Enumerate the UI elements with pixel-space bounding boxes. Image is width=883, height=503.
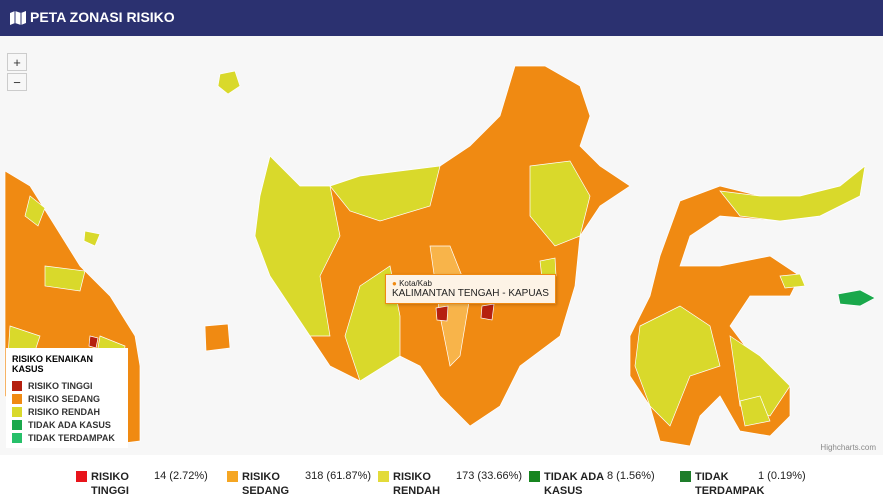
island xyxy=(217,70,241,95)
legend-title: RISIKO KENAIKAN KASUS xyxy=(12,354,94,374)
legend-label: RISIKO RENDAH xyxy=(28,406,101,417)
legend-swatch xyxy=(12,406,22,417)
zoom-out[interactable]: − xyxy=(7,73,27,91)
tooltip-value: KALIMANTAN TENGAH - KAPUAS xyxy=(392,288,549,299)
summary-swatch xyxy=(529,471,540,482)
region xyxy=(24,195,101,247)
header-title: PETA ZONASI RISIKO xyxy=(30,9,175,25)
map-icon xyxy=(10,11,26,25)
zoom-in[interactable]: + xyxy=(7,53,27,71)
summary-swatch xyxy=(227,471,238,482)
legend-label: TIDAK ADA KASUS xyxy=(28,419,111,430)
region xyxy=(539,257,557,279)
legend-swatch xyxy=(12,380,22,391)
summary-label: RISIKO SEDANG xyxy=(242,471,290,497)
region xyxy=(88,335,99,349)
region xyxy=(634,305,791,427)
summary: RISIKO TINGGI 14 (2.72%) RISIKO SEDANG 318 … xyxy=(0,455,883,503)
tooltip: ● Kota/Kab KALIMANTAN TENGAH - KAPUAS xyxy=(385,274,556,304)
summary-label: RISIKO TINGGI xyxy=(91,471,129,497)
summary-swatch xyxy=(378,471,389,482)
summary-count: 8 (1.56%) xyxy=(607,470,655,482)
header: PETA ZONASI RISIKO xyxy=(0,0,883,36)
legend-label: TIDAK TERDAMPAK xyxy=(28,432,115,443)
legend-item[interactable]: RISIKO SEDANG xyxy=(12,392,122,405)
legend-label: RISIKO TINGGI xyxy=(28,380,93,391)
island xyxy=(739,273,806,427)
legend-item[interactable]: RISIKO TINGGI xyxy=(12,379,122,392)
region xyxy=(254,155,341,337)
tooltip-label: Kota/Kab xyxy=(399,279,432,288)
region xyxy=(529,160,591,247)
summary-count: 318 (61.87%) xyxy=(305,470,372,482)
summary-label: TIDAK ADA KASUS xyxy=(544,471,604,497)
region xyxy=(435,303,495,322)
legend-swatch xyxy=(12,393,22,404)
region xyxy=(719,165,866,222)
legend-swatch xyxy=(12,432,22,443)
legend: RISIKO KENAIKAN KASUS RISIKO TINGGI RISIK… xyxy=(6,348,128,448)
map xyxy=(4,65,876,447)
summary-count: 14 (2.72%) xyxy=(154,470,208,482)
legend-item[interactable]: RISIKO RENDAH xyxy=(12,405,122,418)
summary-label: TIDAK TERDAMPAK xyxy=(695,471,765,497)
legend-item[interactable]: TIDAK ADA KASUS xyxy=(12,418,122,431)
summary-count: 1 (0.19%) xyxy=(758,470,806,482)
summary-swatch xyxy=(680,471,691,482)
summary-swatch xyxy=(76,471,87,482)
legend-swatch xyxy=(12,419,22,430)
region xyxy=(329,165,441,222)
region xyxy=(837,289,876,307)
legend-label: RISIKO SEDANG xyxy=(28,393,101,404)
island xyxy=(204,323,231,352)
legend-item[interactable]: TIDAK TERDAMPAK xyxy=(12,431,122,444)
credit[interactable]: Highcharts.com xyxy=(820,443,876,452)
summary-count: 173 (33.66%) xyxy=(456,470,523,482)
map-area: + − RISIKO KENAIKAN KASUS RISIKO TINGGI R… xyxy=(0,36,883,455)
summary-label: RISIKO RENDAH xyxy=(393,471,441,497)
